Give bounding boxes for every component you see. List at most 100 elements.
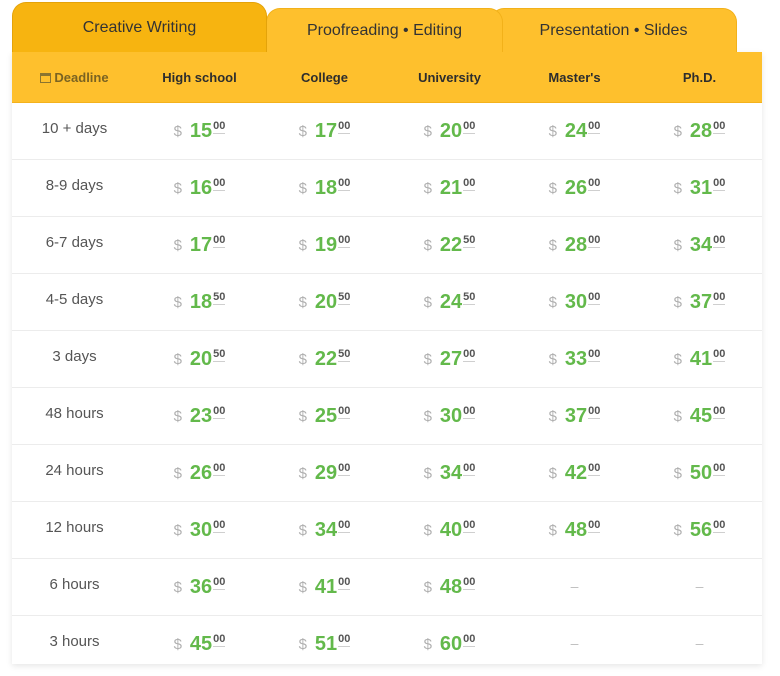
price-cell[interactable]: $37 00: [637, 290, 762, 314]
price-dollars: 41: [314, 576, 338, 598]
price-cell[interactable]: $25 00: [262, 404, 387, 428]
currency-symbol: $: [173, 408, 182, 425]
price-cell[interactable]: $36 00: [137, 575, 262, 599]
unavailable-dash: –: [570, 578, 579, 594]
price-dollars: 37: [689, 291, 713, 313]
price-cell[interactable]: $28 00: [512, 233, 637, 257]
table-row: 6 hours $36 00 $41 00 $48 00– –: [12, 559, 762, 616]
currency-symbol: $: [548, 180, 557, 197]
price-cell[interactable]: $17 00: [137, 233, 262, 257]
deadline-cell: 12 hours: [45, 518, 104, 536]
price-cell[interactable]: $37 00: [512, 404, 637, 428]
price-cents: 00: [338, 234, 351, 248]
price-cell[interactable]: $23 00: [137, 404, 262, 428]
price-cents: 00: [338, 462, 351, 476]
price-dollars: 17: [314, 120, 338, 142]
price-cell[interactable]: $21 00: [387, 176, 512, 200]
price-cell[interactable]: $22 50: [387, 233, 512, 257]
unavailable-dash: –: [695, 578, 704, 594]
price-cell: –: [512, 635, 637, 653]
tab-presentation-slides[interactable]: Presentation • Slides: [490, 8, 737, 52]
currency-symbol: $: [423, 522, 432, 539]
price: $37 00: [512, 404, 637, 428]
price-cell[interactable]: $29 00: [262, 461, 387, 485]
price-cell[interactable]: $26 00: [512, 176, 637, 200]
price-cents: 00: [213, 633, 226, 647]
price-cell[interactable]: $40 00: [387, 518, 512, 542]
price: $34 00: [262, 518, 387, 542]
price-cell[interactable]: $48 00: [512, 518, 637, 542]
price-cell[interactable]: $18 00: [262, 176, 387, 200]
currency-symbol: $: [298, 351, 307, 368]
price-cell[interactable]: $50 00: [637, 461, 762, 485]
deadline-header: Deadline: [12, 70, 137, 85]
price-cell[interactable]: $15 00: [137, 119, 262, 143]
price: $28 00: [512, 233, 637, 257]
currency-symbol: $: [423, 465, 432, 482]
price-cell[interactable]: $27 00: [387, 347, 512, 371]
price-cell: –: [637, 578, 762, 596]
price-cell[interactable]: $22 50: [262, 347, 387, 371]
price-cents: 00: [713, 120, 726, 134]
price-cents: 50: [338, 291, 351, 305]
price-cents: 00: [463, 462, 476, 476]
price-cell[interactable]: $41 00: [637, 347, 762, 371]
price-cell[interactable]: $20 50: [262, 290, 387, 314]
currency-symbol: $: [673, 180, 682, 197]
price-dollars: 20: [439, 120, 463, 142]
currency-symbol: $: [673, 237, 682, 254]
price: $17 00: [262, 119, 387, 143]
price-cell[interactable]: $26 00: [137, 461, 262, 485]
price-cell[interactable]: $60 00: [387, 632, 512, 656]
price-cell[interactable]: $20 00: [387, 119, 512, 143]
price-cents: 00: [588, 462, 601, 476]
deadline-cell: 4-5 days: [45, 290, 104, 308]
price-dollars: 34: [689, 234, 713, 256]
currency-symbol: $: [423, 351, 432, 368]
price-cell[interactable]: $41 00: [262, 575, 387, 599]
currency-symbol: $: [673, 351, 682, 368]
price-cents: 00: [338, 405, 351, 419]
currency-symbol: $: [548, 294, 557, 311]
price-cell[interactable]: $17 00: [262, 119, 387, 143]
price-cell[interactable]: $18 50: [137, 290, 262, 314]
price-cell[interactable]: $24 00: [512, 119, 637, 143]
tab-creative-writing[interactable]: Creative Writing: [12, 2, 267, 52]
price-cell[interactable]: $42 00: [512, 461, 637, 485]
price-cell[interactable]: $45 00: [637, 404, 762, 428]
price-cell[interactable]: $30 00: [137, 518, 262, 542]
price-cents: 00: [713, 348, 726, 362]
price-cell[interactable]: $31 00: [637, 176, 762, 200]
table-row: 3 hours $45 00 $51 00 $60 00– –: [12, 616, 762, 672]
price-cell[interactable]: $34 00: [387, 461, 512, 485]
price-cell[interactable]: $45 00: [137, 632, 262, 656]
price-cell[interactable]: $33 00: [512, 347, 637, 371]
price-cell[interactable]: $48 00: [387, 575, 512, 599]
price: $51 00: [262, 632, 387, 656]
currency-symbol: $: [548, 351, 557, 368]
price-cell[interactable]: $30 00: [387, 404, 512, 428]
price-cell[interactable]: $34 00: [262, 518, 387, 542]
price-dollars: 41: [689, 348, 713, 370]
tab-proofreading-editing[interactable]: Proofreading • Editing: [266, 8, 503, 52]
price: $45 00: [637, 404, 762, 428]
price-cell[interactable]: $20 50: [137, 347, 262, 371]
price-cell[interactable]: $56 00: [637, 518, 762, 542]
currency-symbol: $: [298, 636, 307, 653]
currency-symbol: $: [548, 237, 557, 254]
price-cell[interactable]: $30 00: [512, 290, 637, 314]
price-cell[interactable]: $28 00: [637, 119, 762, 143]
price-cell: –: [512, 578, 637, 596]
price-cell[interactable]: $34 00: [637, 233, 762, 257]
price-dollars: 56: [689, 519, 713, 541]
currency-symbol: $: [173, 180, 182, 197]
table-row: 48 hours $23 00 $25 00 $30 00 $37 00 $45 00: [12, 388, 762, 445]
price-cents: 00: [463, 576, 476, 590]
price-cell[interactable]: $51 00: [262, 632, 387, 656]
price-cell[interactable]: $16 00: [137, 176, 262, 200]
price-cell[interactable]: $24 50: [387, 290, 512, 314]
price-cell[interactable]: $19 00: [262, 233, 387, 257]
price-cents: 00: [713, 234, 726, 248]
price-dollars: 45: [689, 405, 713, 427]
price: $20 00: [387, 119, 512, 143]
